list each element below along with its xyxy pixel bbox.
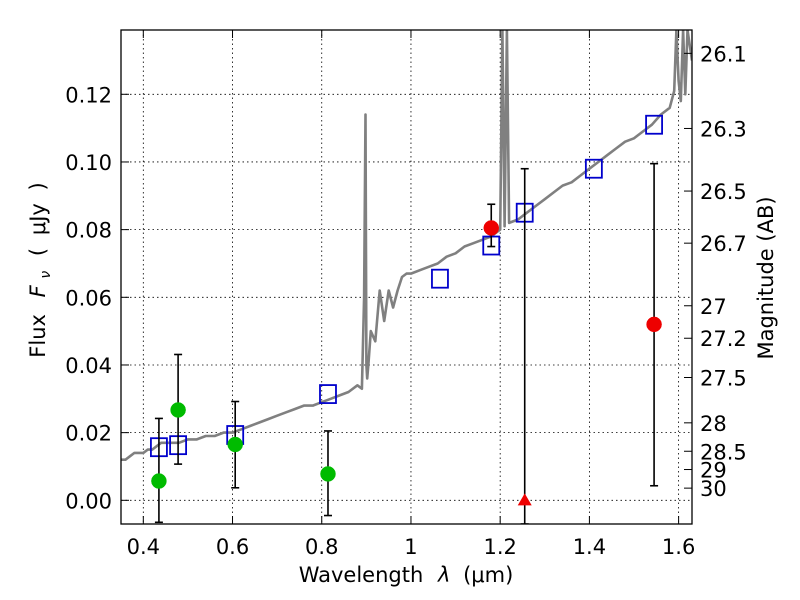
magnitude-tick-label: 29 — [700, 459, 727, 483]
magnitude-tick-label: 26.5 — [700, 180, 747, 204]
model-photometry-square — [319, 384, 337, 404]
y-tick-label: 0.10 — [65, 151, 112, 175]
photometry-point — [646, 316, 662, 333]
magnitude-tick-label: 27.2 — [700, 327, 747, 351]
magnitude-tick-label: 28.5 — [700, 440, 747, 464]
axis-ticks: 0.4 0.6 0.8 1 1.2 1.4 1.6 0.00 0.02 0.04 0.06 0.08 0… — [65, 30, 747, 559]
photometry-point — [151, 473, 167, 489]
magnitude-tick-label: 27.5 — [700, 366, 747, 390]
y-tick-label: 0.12 — [65, 83, 112, 107]
model-photometry-square — [584, 158, 603, 179]
y-tick-label: 0.06 — [65, 286, 112, 310]
magnitude-tick-label: 26.7 — [700, 232, 747, 256]
magnitude-axis-label: Magnitude (AB) — [754, 196, 778, 359]
y-tick-label: 0.04 — [65, 354, 112, 378]
y-tick-label: 0.08 — [65, 219, 112, 243]
x-tick-label: 1.2 — [483, 535, 516, 559]
x-tick-label: 1 — [404, 535, 417, 559]
photometry-point — [320, 466, 336, 482]
y-axis-label: Flux F ν ( μJy ) — [26, 182, 55, 357]
y-tick-label: 0.02 — [65, 422, 112, 446]
photometry-point — [170, 402, 186, 418]
y-axis-label-text: Flux — [26, 314, 50, 358]
y-axis-label-paren-close: ) — [26, 182, 50, 190]
x-tick-label: 0.8 — [305, 535, 338, 559]
y-axis-label-symbol: F — [26, 284, 50, 297]
x-tick-label: 0.4 — [127, 535, 160, 559]
y-axis-label-subscript: ν — [38, 271, 54, 279]
grid-lines — [121, 30, 692, 524]
magnitude-tick-label: 30 — [700, 477, 727, 501]
x-axis-label: Wavelength λ (μm) — [299, 563, 514, 587]
axes-frame — [120, 29, 693, 525]
plot-area — [121, 30, 692, 524]
y-tick-label: 0.00 — [65, 489, 112, 513]
model-photometry-square — [431, 268, 449, 289]
model-photometry-square — [645, 114, 663, 135]
magnitude-tick-label: 28 — [700, 412, 727, 436]
x-axis-label-symbol: λ — [437, 563, 450, 587]
x-tick-label: 0.6 — [216, 535, 249, 559]
x-tick-label: 1.6 — [662, 535, 695, 559]
x-axis-label-text: Wavelength — [299, 563, 424, 587]
upper-limit-triangle — [517, 493, 532, 506]
magnitude-tick-label: 27 — [700, 295, 727, 319]
sed-model-line — [121, 30, 692, 462]
x-tick-label: 1.4 — [573, 535, 606, 559]
magnitude-tick-label: 26.3 — [700, 117, 747, 141]
y-axis-label-unit: μJy — [26, 203, 50, 235]
photometry-point — [483, 220, 500, 236]
photometry-point — [227, 436, 243, 453]
magnitude-tick-label: 26.1 — [700, 42, 747, 66]
x-axis-label-unit: (μm) — [463, 563, 513, 587]
y-axis-label-paren-open: ( — [26, 248, 50, 256]
